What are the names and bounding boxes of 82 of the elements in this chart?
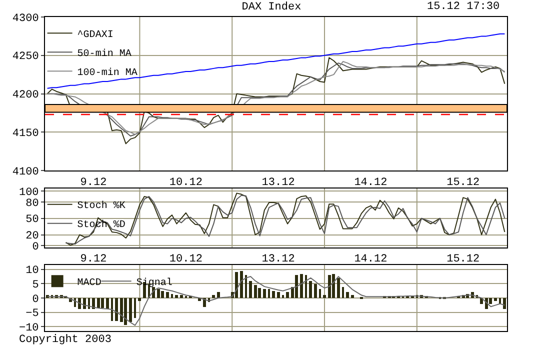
bar [309,281,312,298]
bar [97,298,100,308]
text: Copyright 2003 [19,334,112,346]
y-tick-label: 20 [26,230,39,243]
legend-label: 50-min MA [77,48,132,60]
legend-label: MACD [77,278,102,290]
y-tick-label: 4150 [12,128,39,140]
bar [286,292,289,298]
y-tick-label: 0 [32,294,39,306]
bar [503,298,506,310]
bar [180,295,183,298]
bar [115,298,118,322]
bar [305,275,307,298]
bar [351,295,354,298]
bar [346,292,349,298]
y-tick-label: −10 [18,322,39,335]
bar [263,289,266,298]
bar [166,292,169,298]
bar [272,291,275,298]
bar [268,289,270,298]
bar [245,275,247,298]
bar [337,278,340,298]
y-tick-label: 4100 [12,166,39,178]
bar [258,288,261,298]
bar [138,298,141,302]
x-tick-label: 14.12 [354,254,388,266]
bar [300,274,303,298]
bar [319,289,321,298]
bar [323,295,326,298]
bar [101,298,104,308]
text: 15.12 17:30 [427,1,500,13]
bar [499,298,501,304]
y-tick-label: 0 [32,242,39,254]
bar [120,298,123,322]
bar [249,281,252,298]
x-tick-label: 9.12 [80,176,107,189]
x-tick-label: 10.12 [169,176,202,189]
bar [124,298,127,326]
x-tick-label: 9.12 [80,254,107,266]
x-tick-label: 14.12 [354,176,388,189]
bar [254,285,257,298]
x-tick-label: 13.12 [262,176,295,189]
y-tick-label: 4300 [12,12,39,25]
y-tick-label: 80 [26,198,39,210]
bar [83,298,86,310]
y-tick-label: 5 [32,280,39,292]
bar [157,289,160,298]
bar [494,298,497,302]
bar [212,295,215,298]
y-tick-label: 50 [26,214,39,226]
chart-title: DAX Index [242,2,302,14]
y-tick-label: −5 [26,308,39,320]
bar [342,287,344,298]
x-tick-label: 15.12 [446,176,480,189]
bar [92,298,95,310]
bar [282,295,284,298]
legend-label: ^GDAXI [77,30,114,41]
bar [217,292,220,298]
bar [328,275,331,298]
bar [175,295,178,298]
bar [111,298,113,322]
bar [240,271,243,298]
y-tick-label: 10 [26,265,39,278]
bar [332,274,335,298]
bar [277,292,280,298]
bar [161,291,164,298]
y-tick-label: 4250 [12,51,39,64]
bar [295,275,298,298]
bar [106,298,109,310]
line-series [46,276,506,326]
x-tick-label: 15.12 [446,254,480,266]
bar [129,298,132,322]
y-tick-label: 100 [18,186,39,199]
legend-label: Stoch %K [77,200,126,212]
bar [314,284,317,298]
x-tick-label: 10.12 [169,254,202,266]
bar [171,294,173,298]
legend-label: 100-min MA [77,66,138,79]
bar [134,298,136,318]
bar [235,272,238,298]
y-tick-label: 4200 [12,90,39,102]
x-tick-label: 13.12 [262,254,295,266]
